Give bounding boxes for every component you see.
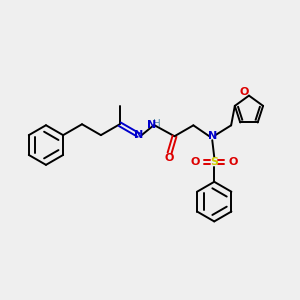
Text: O: O — [239, 87, 249, 97]
Text: N: N — [147, 120, 156, 130]
Text: O: O — [191, 157, 200, 167]
Text: O: O — [228, 157, 238, 167]
Text: O: O — [165, 153, 174, 163]
Text: N: N — [134, 130, 143, 140]
Text: H: H — [153, 119, 160, 129]
Text: N: N — [208, 131, 217, 141]
Text: S: S — [210, 157, 218, 167]
